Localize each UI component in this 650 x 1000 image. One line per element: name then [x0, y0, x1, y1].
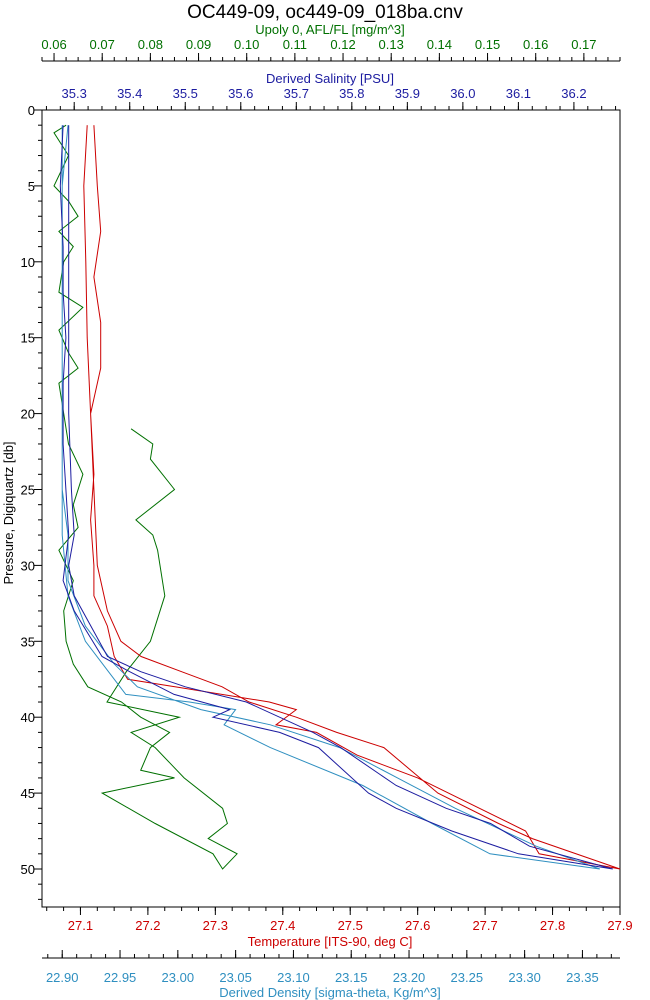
density-tick-label: 23.35 [566, 970, 599, 985]
temperature-tick-label: 27.6 [405, 918, 430, 933]
fluor-tick-label: 0.15 [475, 37, 500, 52]
pressure-tick-label: 25 [21, 483, 35, 498]
salinity-tick-label: 35.7 [284, 86, 309, 101]
fluor-tick-label: 0.08 [138, 37, 163, 52]
salinity-axis: 35.3 35.4 35.5 35.6 35.7 35.8 35.9 36.0 36.1 36.2 [45, 86, 617, 110]
temperature-tick-label: 27.7 [472, 918, 497, 933]
pressure-tick-label: 10 [21, 255, 35, 270]
fluor-tick-label: 0.06 [41, 37, 66, 52]
pressure-tick-label: 5 [28, 179, 35, 194]
fluor-axis-label: Upoly 0, AFL/FL [mg/m^3] [255, 22, 404, 37]
density-tick-label: 23.05 [219, 970, 252, 985]
fluor-line [53, 124, 238, 870]
fluor-tick-label: 0.11 [283, 37, 307, 52]
density-tick-label: 23.30 [508, 970, 541, 985]
density-line [61, 125, 600, 870]
temperature-axis-label: Temperature [ITS-90, deg C] [248, 934, 413, 949]
salinity-tick-label: 35.3 [62, 86, 87, 101]
fluor-tick-label: 0.17 [571, 37, 596, 52]
fluor-tick-label: 0.16 [523, 37, 548, 52]
pressure-tick-label: 35 [21, 634, 35, 649]
temperature-tick-label: 27.8 [540, 918, 565, 933]
fluor-tick-label: 0.13 [379, 37, 404, 52]
pressure-tick-label: 0 [28, 103, 35, 118]
pressure-tick-label: 15 [21, 331, 35, 346]
fluor-tick-label: 0.10 [234, 37, 259, 52]
density-tick-label: 22.95 [104, 970, 137, 985]
salinity-axis-label: Derived Salinity [PSU] [266, 71, 394, 86]
temperature-tick-label: 27.1 [68, 918, 93, 933]
density-tick-label: 23.10 [277, 970, 310, 985]
plot-area [41, 109, 621, 908]
salinity-line [59, 125, 613, 870]
temperature-tick-label: 27.3 [203, 918, 228, 933]
salinity-tick-label: 36.0 [450, 86, 475, 101]
density-tick-label: 23.15 [335, 970, 368, 985]
fluor-tick-label: 0.07 [90, 37, 115, 52]
temperature-line [83, 125, 621, 870]
pressure-tick-label: 40 [21, 710, 35, 725]
series-layer [53, 124, 621, 870]
density-tick-label: 22.90 [46, 970, 79, 985]
temperature-axis: 27.1 27.2 27.3 27.4 27.5 27.6 27.7 27.8 27.9 [46, 907, 633, 933]
fluor-tick-label: 0.14 [427, 37, 452, 52]
fluor-tick-label: 0.09 [186, 37, 211, 52]
fluor-tick-label: 0.12 [330, 37, 355, 52]
temperature-tick-label: 27.9 [607, 918, 632, 933]
salinity-tick-label: 36.1 [506, 86, 531, 101]
pressure-tick-label: 45 [21, 786, 35, 801]
salinity-tick-label: 35.5 [173, 86, 198, 101]
temperature-tick-label: 27.2 [135, 918, 160, 933]
salinity-tick-label: 35.9 [395, 86, 420, 101]
density-tick-label: 23.25 [451, 970, 484, 985]
density-axis-label: Derived Density [sigma-theta, Kg/m^3] [219, 985, 440, 1000]
salinity-tick-label: 35.4 [117, 86, 142, 101]
pressure-axis-label: Pressure, Digiquartz [db] [1, 441, 16, 584]
salinity-tick-label: 36.2 [561, 86, 586, 101]
salinity-tick-label: 35.6 [228, 86, 253, 101]
salinity-tick-label: 35.8 [339, 86, 364, 101]
density-tick-label: 23.20 [393, 970, 426, 985]
fluor-axis: 0.06 0.07 0.08 0.09 0.10 0.11 0.12 0.13 0.14 0.15… [41, 37, 621, 62]
density-tick-label: 23.00 [162, 970, 195, 985]
pressure-tick-label: 30 [21, 558, 35, 573]
pressure-tick-label: 50 [21, 862, 35, 877]
pressure-axis: 0 5 10 15 20 25 30 35 40 45 50 [21, 103, 42, 900]
pressure-tick-label: 20 [21, 407, 35, 422]
temperature-tick-label: 27.4 [270, 918, 295, 933]
density-axis: 22.90 22.95 23.00 23.05 23.10 23.15 23.20 23.25… [42, 950, 620, 985]
chart-title: OC449-09, oc449-09_018ba.cnv [187, 2, 463, 23]
temperature-tick-label: 27.5 [338, 918, 363, 933]
